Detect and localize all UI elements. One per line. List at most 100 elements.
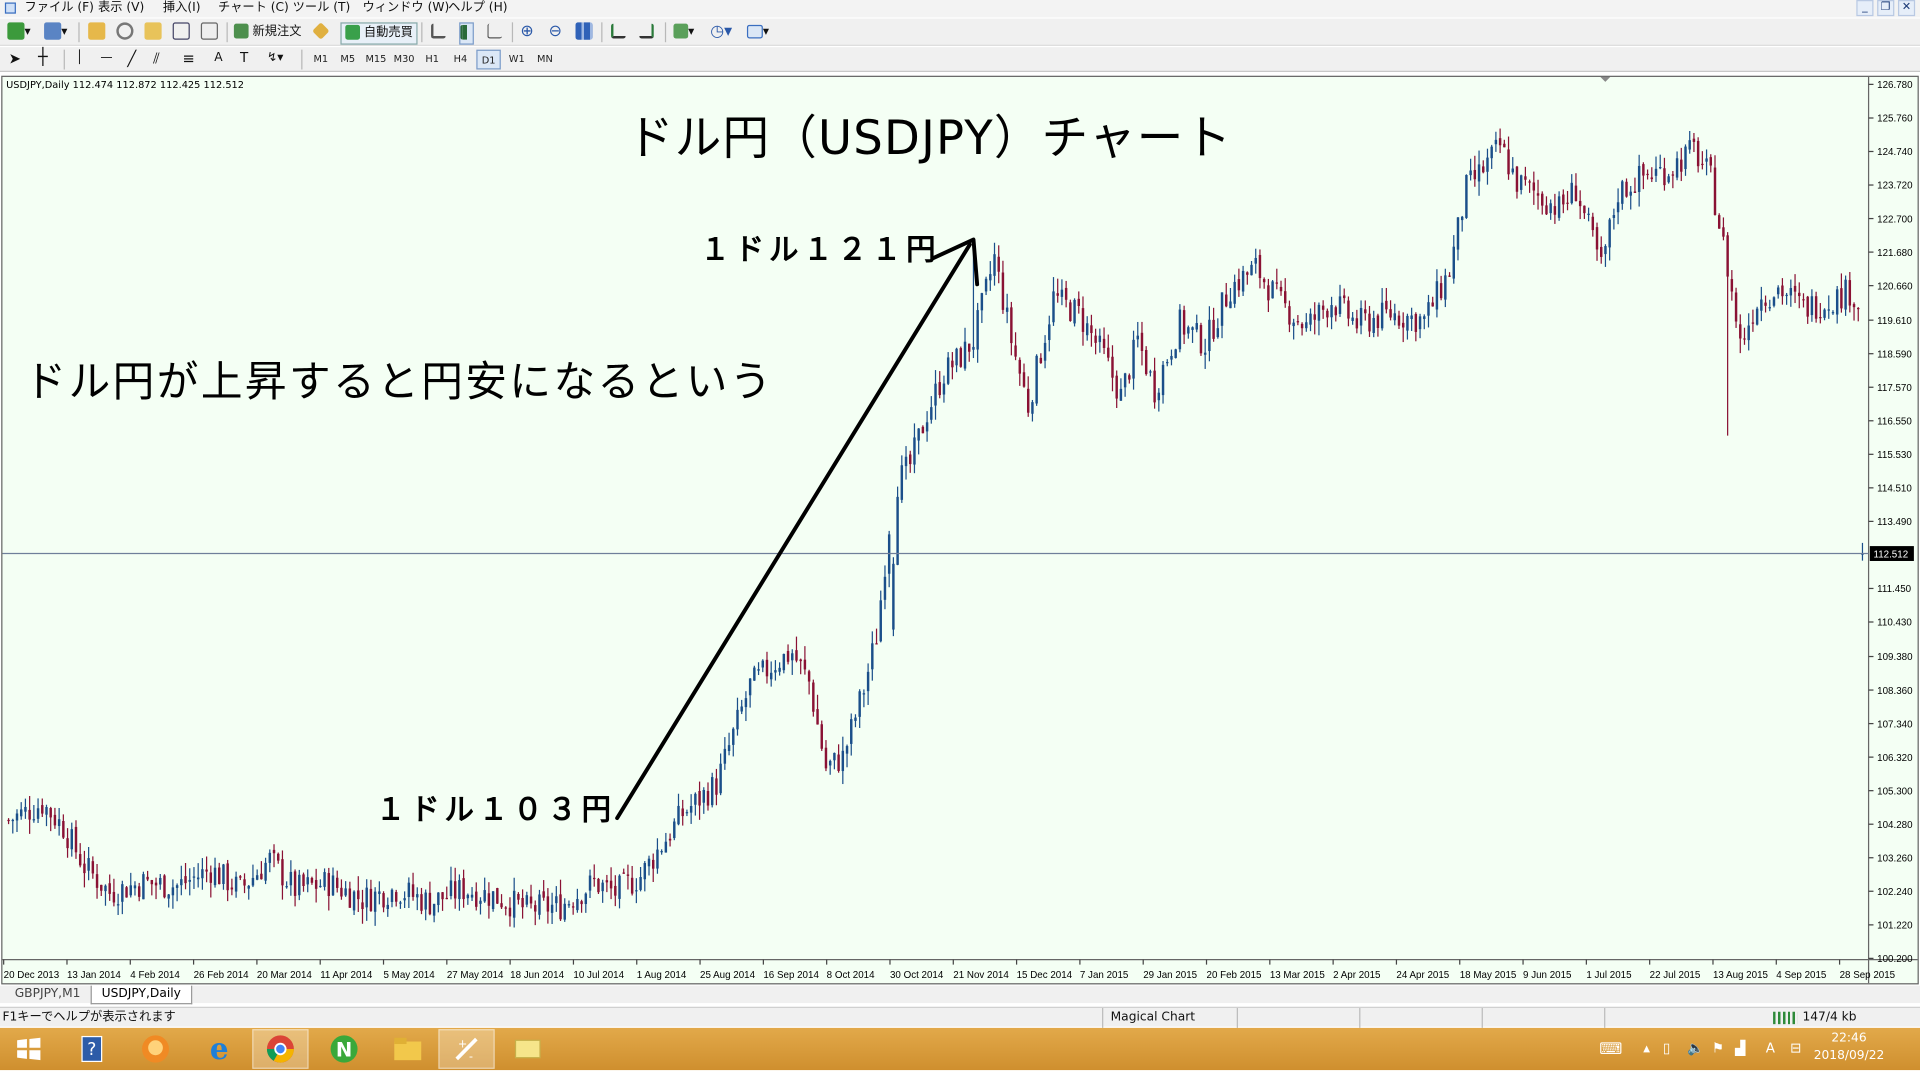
action-center-icon[interactable]: ⊟	[1790, 1040, 1802, 1057]
internet-explorer-icon[interactable]: e	[191, 1029, 247, 1069]
crosshair-icon[interactable]: ┼	[37, 48, 48, 68]
candlestick-icon[interactable]	[459, 22, 474, 45]
cursor-icon[interactable]: ➤	[8, 49, 21, 68]
y-tick-label: 116.550	[1877, 416, 1912, 427]
zoom-out-icon[interactable]: ⊖	[548, 22, 562, 41]
flag-icon[interactable]: ⚑	[1711, 1040, 1724, 1057]
trendline-icon[interactable]: ╱	[127, 49, 137, 68]
zoom-in-icon[interactable]: ⊕	[520, 22, 534, 41]
candle-body	[673, 821, 676, 839]
candle-body	[1844, 279, 1847, 310]
price-chart[interactable]: 126.780 125.760 124.740 123.720 122.700 121.6…	[2, 76, 1918, 984]
candle-body	[946, 357, 950, 384]
metatrader-icon[interactable]: + -	[438, 1029, 495, 1069]
timeframe-m5[interactable]: M5	[340, 53, 356, 65]
sticky-notes-icon[interactable]	[500, 1029, 556, 1069]
text-icon[interactable]: A	[214, 50, 223, 65]
candle-body	[702, 789, 706, 803]
data-window-icon[interactable]	[144, 22, 162, 42]
candle-body	[1654, 168, 1658, 176]
bar-chart-icon[interactable]	[431, 22, 446, 42]
taskbar-clock[interactable]: 22:46 2018/09/22	[1812, 1030, 1885, 1065]
new-chart-icon[interactable]: ▾	[7, 22, 31, 42]
market-watch-icon[interactable]	[88, 22, 106, 42]
windows-start-icon[interactable]	[0, 1029, 56, 1069]
timeframe-m1[interactable]: M1	[313, 53, 329, 65]
fibonacci-icon[interactable]: ≡	[182, 49, 195, 68]
candle-body	[643, 863, 647, 880]
horizontal-line-icon[interactable]: —	[100, 50, 113, 65]
menu-help[interactable]: ヘルプ (H)	[448, 1, 508, 15]
candle-body	[858, 691, 861, 717]
minimize-button[interactable]: _	[1856, 0, 1874, 17]
candle-body	[517, 894, 520, 900]
candle-body	[635, 890, 638, 892]
candle-body	[778, 667, 781, 672]
tab-usdjpy[interactable]: USDJPY,Daily	[90, 985, 192, 1005]
restore-button[interactable]: ❐	[1877, 0, 1895, 17]
timeframe-h1[interactable]: H1	[425, 53, 440, 65]
terminal-icon[interactable]	[172, 22, 190, 42]
candle-body	[1739, 324, 1742, 339]
text-label-icon[interactable]: T	[240, 49, 249, 66]
chart-window[interactable]: 126.780 125.760 124.740 123.720 122.700 121.6…	[1, 75, 1919, 985]
candle-body	[1477, 164, 1481, 182]
templates-icon[interactable]: ▾	[746, 22, 769, 42]
chrome-icon[interactable]	[252, 1029, 309, 1069]
timeframe-m15[interactable]: M15	[365, 53, 387, 65]
equidistant-channel-icon[interactable]: ⫽	[153, 49, 160, 68]
candle-body	[36, 808, 40, 819]
ime-indicator[interactable]: A	[1765, 1040, 1775, 1057]
y-tick-label: 101.220	[1877, 920, 1913, 931]
profiles-icon[interactable]: ▾	[44, 22, 67, 42]
timeframe-w1[interactable]: W1	[508, 53, 525, 65]
meta-editor-icon[interactable]	[312, 22, 330, 42]
auto-trading-button[interactable]: 自動売買	[340, 22, 418, 45]
network-icon[interactable]: ▟	[1735, 1040, 1746, 1057]
menu-view[interactable]: 表示 (V)	[97, 1, 145, 15]
arrows-icon[interactable]: ↯▾	[266, 50, 284, 65]
keyboard-icon[interactable]: ⌨	[1599, 1040, 1623, 1059]
new-order-button[interactable]: 新規注文	[233, 22, 301, 42]
candle-body	[1726, 235, 1729, 277]
candle-body	[289, 871, 293, 886]
auto-scroll-icon[interactable]	[611, 22, 626, 42]
x-tick-label: 22 Jul 2015	[1650, 970, 1701, 981]
tray-expand-icon[interactable]: ▴	[1643, 1040, 1651, 1057]
battery-icon[interactable]: ▯	[1662, 1040, 1671, 1057]
app-n-icon[interactable]: N	[316, 1029, 372, 1069]
volume-icon[interactable]: 🔈	[1687, 1040, 1705, 1057]
timeframe-d1[interactable]: D1	[476, 49, 501, 70]
vertical-line-icon[interactable]: │	[75, 50, 84, 65]
candle-body	[736, 709, 739, 730]
candle-body	[310, 877, 314, 883]
tab-gbpjpy[interactable]: GBPJPY,M1	[5, 985, 92, 1004]
navigator-icon[interactable]	[116, 22, 134, 42]
line-chart-icon[interactable]	[487, 22, 503, 42]
clock-time: 22:46	[1831, 1031, 1867, 1046]
candle-body	[1136, 335, 1139, 340]
file-explorer-icon[interactable]	[380, 1029, 436, 1069]
timeframe-h4[interactable]: H4	[453, 53, 468, 65]
help-icon[interactable]: ?	[64, 1029, 120, 1069]
tile-windows-icon[interactable]	[575, 22, 593, 42]
candle-body	[1077, 298, 1080, 306]
menu-file[interactable]: ファイル (F)	[24, 1, 94, 15]
candle-body	[1254, 257, 1257, 264]
menu-chart[interactable]: チャート (C)	[217, 1, 289, 15]
chart-shift-icon[interactable]	[639, 22, 654, 42]
candle-body	[432, 903, 436, 916]
periods-icon[interactable]: ◷▾	[710, 22, 733, 41]
menu-insert[interactable]: 挿入(I)	[162, 1, 201, 15]
close-button[interactable]: ✕	[1897, 0, 1916, 17]
tester-icon[interactable]	[200, 22, 218, 42]
candle-body	[382, 893, 385, 908]
candle-body	[11, 819, 15, 822]
candle-body	[188, 879, 191, 882]
timeframe-m30[interactable]: M30	[393, 53, 415, 65]
menu-tools[interactable]: ツール (T)	[292, 1, 351, 15]
timeframe-mn[interactable]: MN	[537, 53, 553, 65]
firefox-icon[interactable]	[127, 1029, 183, 1069]
menu-window[interactable]: ウィンドウ (W)	[362, 1, 450, 15]
indicators-icon[interactable]: ▾	[673, 22, 694, 42]
